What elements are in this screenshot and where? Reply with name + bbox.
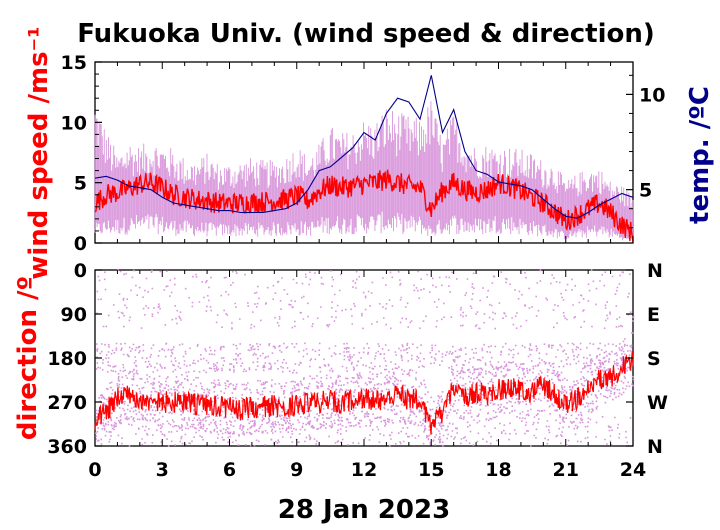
temperature-line — [94, 75, 634, 219]
direction-tick-label: 270 — [47, 392, 87, 414]
y2-tick-label: 10 — [639, 84, 665, 106]
compass-tick-label: S — [647, 348, 661, 370]
y2-tick-label: 5 — [639, 180, 652, 202]
direction-tick-label: 90 — [61, 304, 87, 326]
direction-tick-label: 360 — [47, 436, 87, 458]
x-tick-label: 6 — [223, 459, 236, 481]
compass-tick-label: N — [647, 260, 663, 282]
x-tick-label: 3 — [156, 459, 169, 481]
x-tick-label: 0 — [88, 459, 101, 481]
wind-speed-panel: 0 5 10 15 5 10 — [61, 52, 666, 255]
chart-title: Fukuoka Univ. (wind speed & direction) — [77, 19, 655, 49]
wind-speed-ticks-group: 0 5 10 15 5 10 — [61, 52, 666, 255]
x-tick-label: 21 — [553, 459, 579, 481]
y-axis-title-wind-speed: wind speed /ms⁻¹ — [24, 26, 54, 279]
compass-tick-label: N — [647, 436, 663, 458]
compass-tick-label: W — [647, 392, 668, 414]
y-tick-label: 5 — [74, 173, 87, 195]
x-tick-label: 18 — [485, 459, 511, 481]
y2-axis-title-temperature: temp. /ºC — [685, 86, 715, 224]
compass-tick-label: E — [647, 304, 660, 326]
wind-speed-series-group — [94, 75, 634, 242]
y-tick-label: 0 — [74, 233, 87, 255]
x-tick-label: 12 — [351, 459, 377, 481]
y-tick-label: 10 — [61, 112, 87, 134]
gust-spread-band — [94, 101, 634, 241]
direction-tick-label: 0 — [74, 260, 87, 282]
mean-direction-line — [94, 350, 634, 435]
x-axis-title: 28 Jan 2023 — [278, 495, 450, 525]
x-tick-label: 9 — [290, 459, 303, 481]
x-tick-label: 15 — [418, 459, 444, 481]
wind-speed-line — [94, 169, 634, 242]
direction-tick-label: 180 — [47, 348, 87, 370]
wind-direction-series-group — [94, 269, 635, 447]
y-axis-title-direction: direction /º — [13, 276, 43, 440]
y-tick-label: 15 — [61, 52, 87, 74]
direction-sample-dots — [95, 269, 635, 447]
x-tick-label: 24 — [620, 459, 646, 481]
